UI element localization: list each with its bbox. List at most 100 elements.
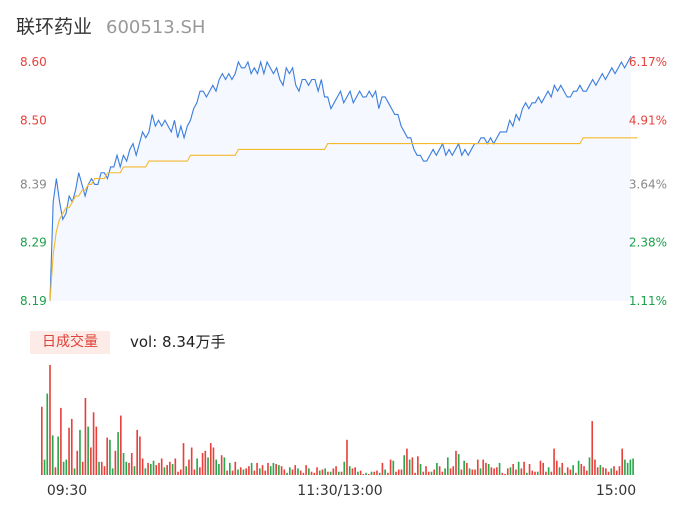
volume-bar: [534, 471, 536, 475]
volume-bar: [278, 465, 280, 475]
volume-bar: [367, 473, 370, 475]
volume-bar: [427, 471, 430, 475]
volume-bar: [564, 472, 566, 475]
volume-bar: [417, 456, 419, 475]
volume-bar: [610, 468, 613, 475]
volume-bar: [68, 427, 70, 475]
volume-bar: [621, 448, 624, 475]
volume-bar: [122, 453, 125, 475]
volume-bar: [602, 467, 604, 475]
volume-bar: [73, 468, 76, 475]
volume-bar: [160, 458, 163, 475]
volume-bar: [566, 467, 569, 475]
volume-bar: [269, 466, 272, 475]
volume-bar: [547, 467, 550, 475]
volume-bar: [422, 471, 425, 475]
volume-bar: [272, 462, 275, 475]
volume-bar: [98, 461, 100, 475]
volume-bar: [485, 462, 487, 475]
volume-bar: [248, 466, 250, 475]
price-series-line: [49, 55, 632, 302]
volume-bar: [199, 467, 201, 475]
volume-bar: [509, 467, 512, 475]
volume-bar: [220, 455, 223, 475]
volume-bar: [209, 443, 212, 475]
volume-bar: [46, 393, 49, 475]
percent-tick-label: 4.91%: [629, 113, 667, 127]
stock-header: 联环药业 600513.SH: [16, 12, 205, 40]
stock-code: 600513.SH: [106, 17, 206, 38]
volume-bar: [294, 465, 297, 475]
volume-bar: [370, 471, 373, 475]
volume-bar: [169, 461, 171, 475]
volume-bar: [114, 450, 117, 475]
volume-bar: [457, 454, 460, 475]
volume-bar: [229, 462, 231, 475]
volume-bar: [359, 470, 362, 475]
volume-bars: [41, 365, 634, 475]
volume-bar: [218, 464, 220, 475]
volume-bar: [596, 467, 599, 475]
volume-bar: [466, 462, 468, 475]
time-tick-label: 09:30: [47, 483, 87, 499]
volume-bar: [109, 439, 111, 475]
volume-bar: [632, 458, 634, 475]
volume-bar: [468, 468, 471, 475]
volume-bar: [136, 429, 138, 475]
price-tick-label: 8.60: [20, 55, 47, 69]
volume-bar: [338, 471, 340, 475]
volume-bar: [354, 467, 356, 475]
volume-bar: [362, 473, 365, 475]
volume-bar: [264, 470, 267, 475]
volume-bar: [569, 469, 572, 475]
daily-volume-tab[interactable]: 日成交量: [30, 331, 110, 354]
volume-bar: [594, 459, 596, 475]
volume-bar: [506, 468, 509, 475]
volume-bar: [504, 473, 506, 475]
volume-bar: [553, 448, 555, 475]
volume-bar: [316, 467, 318, 475]
volume-bar: [624, 459, 626, 475]
volume-bar: [403, 455, 406, 475]
volume-bar: [392, 460, 395, 475]
volume-bar: [487, 464, 490, 475]
volume-bar: [125, 461, 128, 475]
volume-bar: [41, 406, 43, 475]
percent-tick-label: 2.38%: [629, 236, 667, 250]
volume-bar: [90, 447, 92, 475]
volume-bar: [261, 465, 264, 475]
volume-prefix: vol:: [130, 333, 163, 351]
time-axis-labels: 09:30 11:30/13:00 15:00: [47, 483, 636, 499]
volume-bar: [204, 450, 207, 475]
volume-bar: [280, 466, 283, 475]
price-tick-label: 8.39: [20, 177, 47, 191]
volume-bar: [441, 471, 444, 475]
volume-bar: [76, 450, 79, 475]
volume-bar: [174, 458, 177, 475]
volume-bar: [149, 464, 152, 475]
volume-bar: [147, 462, 149, 475]
volume-bar: [324, 468, 327, 475]
volume-bar: [490, 467, 493, 475]
price-tick-label: 8.50: [20, 113, 47, 127]
price-line-layer: [49, 55, 632, 302]
volume-bar: [182, 443, 185, 475]
volume-readout: vol: 8.34万手: [130, 331, 225, 354]
volume-bar: [327, 471, 329, 475]
price-axis-labels: 8.60 6.17% 8.50 4.91% 8.39 3.64% 8.29 2.38% 8.19…: [20, 55, 667, 308]
average-price-line: [49, 137, 638, 302]
volume-bar: [536, 471, 539, 475]
volume-bar: [585, 470, 588, 475]
volume-bar: [54, 467, 57, 475]
volume-bar: [444, 468, 446, 475]
volume-bar: [223, 457, 226, 475]
volume-bar: [288, 467, 291, 475]
volume-bar: [155, 465, 158, 475]
price-tick-label: 8.29: [20, 236, 47, 250]
volume-bar: [253, 470, 256, 475]
volume-bar: [626, 462, 629, 475]
volume-bar: [163, 467, 166, 475]
volume-bar: [455, 450, 457, 475]
volume-bar: [531, 470, 534, 475]
volume-bar: [414, 472, 416, 475]
